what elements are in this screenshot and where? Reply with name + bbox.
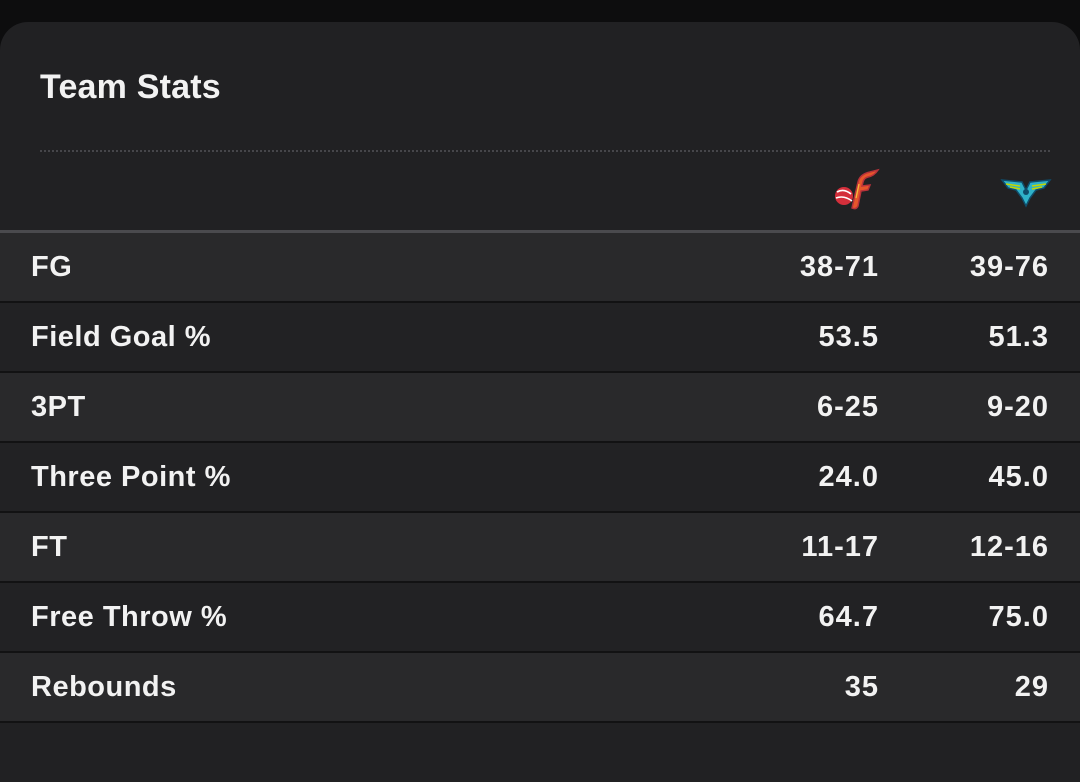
stat-row-three-point-pct: Three Point % 24.0 45.0 xyxy=(0,443,1080,513)
card-title: Team Stats xyxy=(40,68,221,106)
stat-row-free-throw-pct: Free Throw % 64.7 75.0 xyxy=(0,583,1080,653)
team2-value: 9-20 xyxy=(986,391,1049,423)
team1-value: 53.5 xyxy=(818,321,879,353)
stat-row-rebounds: Rebounds 35 29 xyxy=(0,653,1080,723)
stat-label: Field Goal % xyxy=(31,321,212,353)
stat-label: 3PT xyxy=(31,391,86,423)
stat-label: FT xyxy=(31,531,68,563)
team2-value: 12-16 xyxy=(969,531,1049,563)
team2-value: 45.0 xyxy=(988,461,1049,493)
team1-value: 64.7 xyxy=(818,601,879,633)
stat-row-field-goal-pct: Field Goal % 53.5 51.3 xyxy=(0,303,1080,373)
header-separator xyxy=(0,230,1080,233)
team2-value: 39-76 xyxy=(969,251,1049,283)
stat-row-ft: FT 11-17 12-16 xyxy=(0,513,1080,583)
stat-row-3pt: 3PT 6-25 9-20 xyxy=(0,373,1080,443)
team1-value: 11-17 xyxy=(801,531,879,563)
team1-value: 38-71 xyxy=(799,251,879,283)
indiana-fever-logo-icon xyxy=(835,168,880,210)
stat-label: Free Throw % xyxy=(31,601,228,633)
stat-row-fg: FG 38-71 39-76 xyxy=(0,233,1080,303)
stat-label: Three Point % xyxy=(31,461,231,493)
team2-value: 51.3 xyxy=(988,321,1049,353)
stat-label: FG xyxy=(31,251,73,283)
dotted-divider xyxy=(40,150,1050,152)
team1-value: 6-25 xyxy=(816,391,879,423)
team1-value: 35 xyxy=(844,671,879,703)
team2-value: 75.0 xyxy=(988,601,1049,633)
team-stats-card: Team Stats FG 38-71 39-76 Field Goal % 5… xyxy=(0,22,1080,782)
stats-table: FG 38-71 39-76 Field Goal % 53.5 51.3 3P… xyxy=(0,233,1080,723)
team1-value: 24.0 xyxy=(818,461,879,493)
dallas-wings-logo-icon xyxy=(1000,179,1052,208)
stat-label: Rebounds xyxy=(31,671,177,703)
team2-value: 29 xyxy=(1014,671,1049,703)
